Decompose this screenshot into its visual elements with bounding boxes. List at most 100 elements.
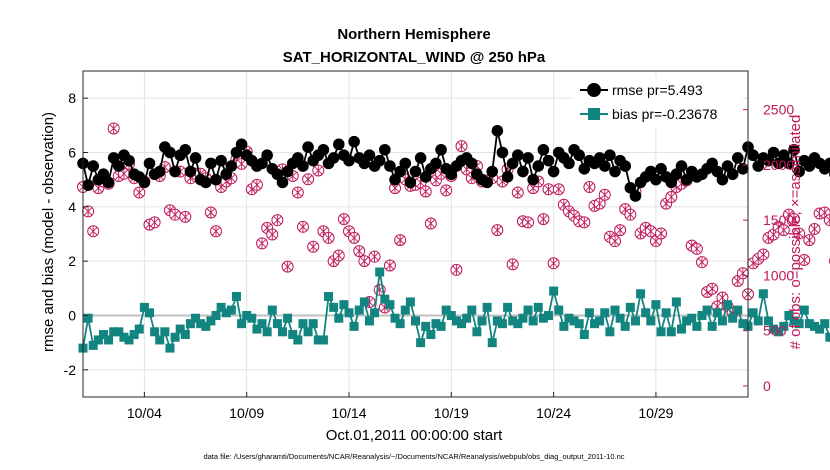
obs-count-point: [547, 257, 560, 270]
bias-point: [313, 335, 323, 345]
obs-count-point: [332, 249, 345, 262]
obs-count-point: [337, 213, 350, 226]
rmse-point: [532, 160, 545, 172]
bias-point: [758, 289, 768, 299]
bias-point: [825, 332, 830, 342]
bias-point: [794, 319, 804, 329]
rmse-point: [731, 152, 744, 164]
y-tick-label: 8: [68, 90, 76, 106]
x-tick-label: 10/29: [638, 405, 673, 421]
obs-assimilated-marker: [544, 184, 553, 195]
obs-count-point: [291, 186, 304, 199]
bias-point: [564, 313, 574, 323]
obs-count-point: [271, 214, 284, 227]
rmse-point: [496, 146, 509, 159]
bias-point: [544, 311, 553, 320]
bias-point: [487, 338, 497, 348]
bias-point: [569, 316, 579, 326]
obs-assimilated-marker: [257, 238, 267, 249]
obs-assimilated-marker: [268, 229, 277, 240]
bias-point: [641, 308, 651, 318]
bias-point: [651, 300, 661, 310]
bias-point: [288, 330, 298, 340]
obs-count-point: [424, 217, 437, 230]
x-tick-label: 10/24: [536, 405, 571, 421]
obs-assimilated-marker: [615, 225, 625, 236]
bias-point: [278, 327, 287, 337]
obs-assimilated-marker: [237, 158, 246, 169]
bias-point: [150, 327, 160, 337]
obs-assimilated-marker: [109, 123, 118, 134]
rmse-point: [153, 165, 166, 178]
bias-point: [774, 327, 784, 337]
obs-assimilated-marker: [298, 221, 308, 232]
obs-assimilated-marker: [83, 206, 93, 217]
obs-assimilated-marker: [580, 217, 589, 228]
legend-rmse-label: rmse pr=5.493: [612, 82, 703, 98]
bias-point: [155, 335, 165, 345]
rmse-point: [276, 176, 289, 189]
rmse-point: [343, 154, 355, 167]
rmse-point: [598, 160, 611, 172]
bias-point: [431, 319, 441, 329]
bias-point: [595, 316, 605, 326]
bias-point: [119, 332, 129, 342]
y-right-tick-label: 1000: [763, 267, 794, 283]
bias-point: [216, 302, 226, 312]
bias-point: [226, 305, 236, 315]
bias-point: [723, 300, 733, 310]
rmse-point: [783, 157, 795, 170]
rmse-point: [169, 165, 181, 178]
chart-subtitle: SAT_HORIZONTAL_WIND @ 250 hPa: [283, 49, 546, 66]
obs-count-point: [256, 237, 269, 250]
obs-count-point: [583, 181, 596, 194]
bias-point: [395, 319, 405, 329]
bias-point: [354, 305, 364, 315]
obs-count-point: [204, 206, 217, 219]
rmse-point: [522, 152, 534, 164]
obs-count-point: [552, 183, 565, 196]
obs-assimilated-marker: [549, 258, 558, 269]
obs-assimilated-marker: [656, 228, 666, 239]
obs-assimilated-marker: [334, 250, 343, 261]
obs-assimilated-marker: [452, 264, 461, 275]
bias-point: [441, 305, 451, 315]
bias-point: [523, 305, 533, 315]
x-axis: 10/04 10/09 10/14 10/19 10/24 10/29: [127, 392, 674, 421]
obs-assimilated-marker: [89, 226, 98, 237]
rmse-point: [164, 146, 176, 159]
obs-assimilated-marker: [795, 228, 804, 239]
obs-count-point: [624, 208, 637, 221]
obs-count-point: [706, 282, 719, 295]
y-tick-label: 4: [68, 199, 76, 215]
bias-point: [728, 313, 738, 323]
rmse-point: [716, 173, 729, 186]
obs-count-point: [82, 205, 95, 218]
bias-point: [697, 311, 707, 320]
rmse-point: [261, 149, 273, 162]
rmse-point: [113, 160, 125, 172]
obs-assimilated-marker: [442, 185, 451, 196]
bias-point: [134, 324, 144, 334]
obs-assimilated-marker: [708, 283, 717, 294]
obs-count-point: [419, 185, 432, 198]
rmse-point: [481, 176, 493, 189]
obs-count-point: [302, 173, 315, 186]
bias-point: [784, 311, 794, 320]
rmse-point: [102, 176, 115, 189]
obs-assimilated-marker: [170, 209, 180, 220]
x-tick-label: 10/19: [434, 405, 469, 421]
obs-count-point: [210, 225, 222, 238]
obs-assimilated-marker: [303, 174, 313, 185]
rmse-point: [788, 143, 800, 156]
obs-assimilated-marker: [810, 224, 819, 235]
bias-point: [160, 327, 170, 337]
bias-point: [477, 316, 487, 326]
rmse-point: [225, 160, 238, 172]
obs-count-point: [665, 190, 678, 203]
legend: rmse pr=5.493 bias pr=-0.23678: [573, 77, 743, 129]
rmse-point: [573, 149, 585, 162]
obs-assimilated-marker: [426, 218, 435, 229]
obs-assimilated-marker: [779, 225, 788, 236]
rmse-point: [404, 176, 417, 189]
